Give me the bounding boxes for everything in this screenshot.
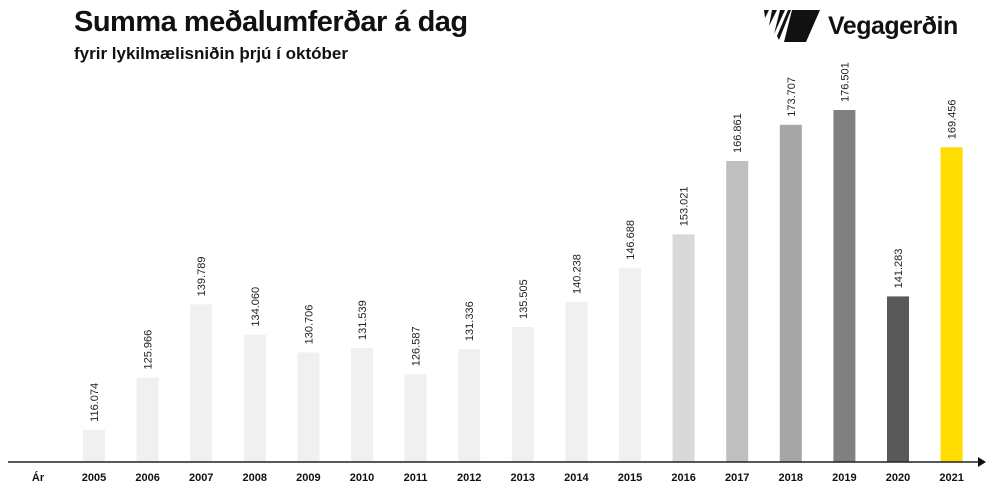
bar-2019	[833, 110, 856, 462]
data-label-2021: 169.456	[947, 100, 959, 140]
logo: Vegagerðin	[762, 8, 958, 44]
bar-2012	[458, 349, 481, 462]
bar-2005	[83, 429, 105, 462]
bar-2009	[297, 352, 320, 462]
data-label-2012: 131.336	[464, 301, 476, 341]
bar-2020	[887, 296, 909, 462]
chart-title: Summa meðalumferðar á dag	[74, 6, 468, 38]
data-label-2005: 116.074	[89, 383, 101, 422]
x-tick-2017: 2017	[725, 472, 749, 484]
x-tick-2020: 2020	[886, 472, 910, 484]
x-tick-2013: 2013	[511, 472, 535, 484]
x-tick-2007: 2007	[189, 472, 213, 484]
bar-2017	[726, 161, 749, 462]
bar-2014	[565, 301, 588, 462]
data-label-2008: 134.060	[250, 287, 262, 327]
bar-2011	[404, 374, 427, 462]
x-tick-2006: 2006	[135, 472, 159, 484]
bar-2010	[351, 347, 373, 462]
data-label-2011: 126.587	[411, 326, 423, 366]
data-label-2010: 131.539	[357, 300, 369, 340]
data-label-2015: 146.688	[625, 220, 637, 260]
bar-2018	[779, 124, 802, 463]
chart-subtitle: fyrir lykilmælisniðin þrjú í október	[74, 44, 348, 63]
data-label-2018: 173.707	[786, 77, 798, 117]
bar-2016	[672, 234, 695, 462]
x-tick-2015: 2015	[618, 472, 642, 484]
bar-2013	[511, 326, 534, 462]
bar-2015	[619, 267, 641, 462]
x-tick-2008: 2008	[243, 472, 267, 484]
bar-2007	[190, 304, 213, 462]
vegagerdin-logo-icon	[764, 10, 820, 42]
x-tick-2009: 2009	[296, 472, 320, 484]
x-tick-2010: 2010	[350, 472, 374, 484]
data-label-2007: 139.789	[196, 257, 208, 297]
x-tick-2014: 2014	[564, 472, 589, 484]
logo-text: Vegagerðin	[828, 11, 958, 40]
bar-2006	[136, 377, 159, 462]
x-tick-2011: 2011	[404, 472, 428, 484]
x-tick-2012: 2012	[457, 472, 481, 484]
data-label-2019: 176.501	[839, 62, 851, 102]
data-label-2006: 125.966	[143, 330, 155, 370]
x-tick-2005: 2005	[82, 472, 106, 484]
x-tick-2016: 2016	[671, 472, 695, 484]
x-axis-label: Ár	[32, 471, 45, 484]
x-tick-2019: 2019	[832, 472, 856, 484]
x-tick-2021: 2021	[939, 472, 963, 484]
data-label-2009: 130.706	[303, 305, 315, 345]
data-label-2014: 140.238	[571, 254, 583, 294]
bar-2008	[243, 334, 266, 462]
data-label-2016: 153.021	[679, 187, 691, 227]
data-label-2013: 135.505	[518, 279, 530, 319]
x-axis-arrow	[978, 457, 986, 467]
bar-2021	[940, 147, 963, 462]
data-label-2017: 166.861	[732, 113, 744, 153]
data-label-2020: 141.283	[893, 249, 905, 289]
x-tick-2018: 2018	[779, 472, 803, 484]
